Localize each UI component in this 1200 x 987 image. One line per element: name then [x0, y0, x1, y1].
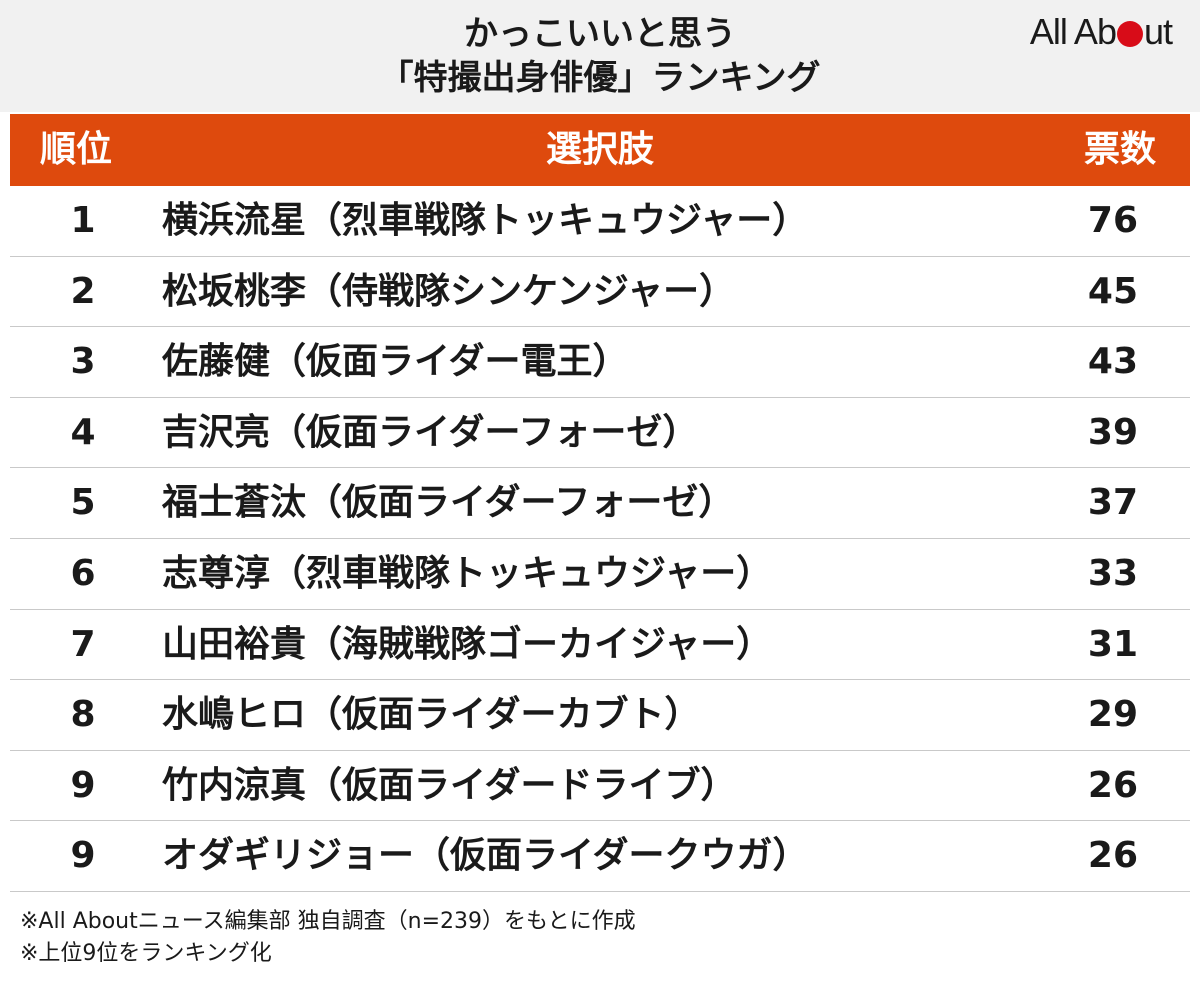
table-row: 4 吉沢亮（仮面ライダーフォーゼ） 39	[10, 398, 1190, 469]
row-rank: 8	[70, 694, 96, 736]
row-choice: オダギリジョー（仮面ライダークウガ）	[162, 835, 809, 877]
all-about-logo: All Ab ut	[1029, 10, 1173, 54]
footnotes: ※All Aboutニュース編集部 独自調査（n=239）をもとに作成 ※上位9…	[20, 906, 636, 970]
row-votes: 31	[1087, 623, 1138, 665]
row-choice: 水嶋ヒロ（仮面ライダーカブト）	[162, 694, 701, 736]
row-rank: 3	[70, 341, 96, 383]
table-row: 9 オダギリジョー（仮面ライダークウガ） 26	[10, 821, 1190, 892]
row-rank: 9	[70, 835, 96, 877]
row-choice: 福士蒼汰（仮面ライダーフォーゼ）	[162, 482, 735, 524]
page-title-line-2: 「特撮出身俳優」ランキング	[379, 58, 821, 98]
row-votes: 43	[1087, 341, 1138, 383]
row-rank: 7	[70, 623, 96, 665]
table-row: 1 横浜流星（烈車戦隊トッキュウジャー） 76	[10, 186, 1190, 257]
row-rank: 1	[70, 200, 96, 241]
row-choice: 竹内涼真（仮面ライダードライブ）	[162, 764, 737, 806]
table-row: 7 山田裕貴（海賊戦隊ゴーカイジャー） 31	[10, 610, 1190, 681]
header-votes: 票数	[1083, 129, 1156, 170]
row-votes: 29	[1087, 694, 1138, 736]
row-votes: 26	[1087, 764, 1138, 806]
table-row: 9 竹内涼真（仮面ライダードライブ） 26	[10, 751, 1190, 822]
page-title-line-1: かっこいいと思う	[464, 14, 736, 54]
table-row: 6 志尊淳（烈車戦隊トッキュウジャー） 33	[10, 539, 1190, 610]
row-rank: 2	[70, 270, 96, 312]
row-rank: 5	[70, 482, 96, 524]
row-choice: 吉沢亮（仮面ライダーフォーゼ）	[162, 411, 699, 453]
row-choice: 志尊淳（烈車戦隊トッキュウジャー）	[162, 552, 773, 594]
row-votes: 76	[1087, 200, 1138, 241]
row-votes: 26	[1087, 835, 1138, 877]
row-rank: 6	[70, 552, 96, 594]
logo-text-start: All Ab	[1029, 11, 1117, 52]
row-choice: 横浜流星（烈車戦隊トッキュウジャー）	[162, 200, 809, 241]
footnote-source: ※All Aboutニュース編集部 独自調査（n=239）をもとに作成	[20, 909, 636, 934]
logo-dot-icon	[1116, 21, 1143, 47]
row-choice: 山田裕貴（海賊戦隊ゴーカイジャー）	[162, 623, 773, 665]
row-rank: 9	[70, 764, 96, 806]
table-header: 順位 選択肢 票数	[10, 114, 1190, 186]
ranking-table-body: 1 横浜流星（烈車戦隊トッキュウジャー） 76 2 松坂桃李（侍戦隊シンケンジャ…	[10, 186, 1190, 892]
table-row: 3 佐藤健（仮面ライダー電王） 43	[10, 327, 1190, 398]
table-row: 2 松坂桃李（侍戦隊シンケンジャー） 45	[10, 257, 1190, 328]
row-rank: 4	[70, 411, 96, 453]
title-area: かっこいいと思う 「特撮出身俳優」ランキング All Ab ut	[0, 0, 1200, 112]
logo-text-end: ut	[1143, 11, 1173, 52]
table-row: 5 福士蒼汰（仮面ライダーフォーゼ） 37	[10, 468, 1190, 539]
table-row: 8 水嶋ヒロ（仮面ライダーカブト） 29	[10, 680, 1190, 751]
row-votes: 39	[1087, 411, 1138, 453]
row-votes: 37	[1087, 482, 1138, 524]
header-choice: 選択肢	[545, 129, 654, 170]
footnote-ranking: ※上位9位をランキング化	[20, 941, 272, 966]
row-votes: 45	[1087, 270, 1138, 312]
row-votes: 33	[1087, 552, 1138, 594]
header-rank: 順位	[40, 129, 113, 170]
row-choice: 松坂桃李（侍戦隊シンケンジャー）	[162, 270, 736, 312]
row-choice: 佐藤健（仮面ライダー電王）	[162, 341, 629, 383]
